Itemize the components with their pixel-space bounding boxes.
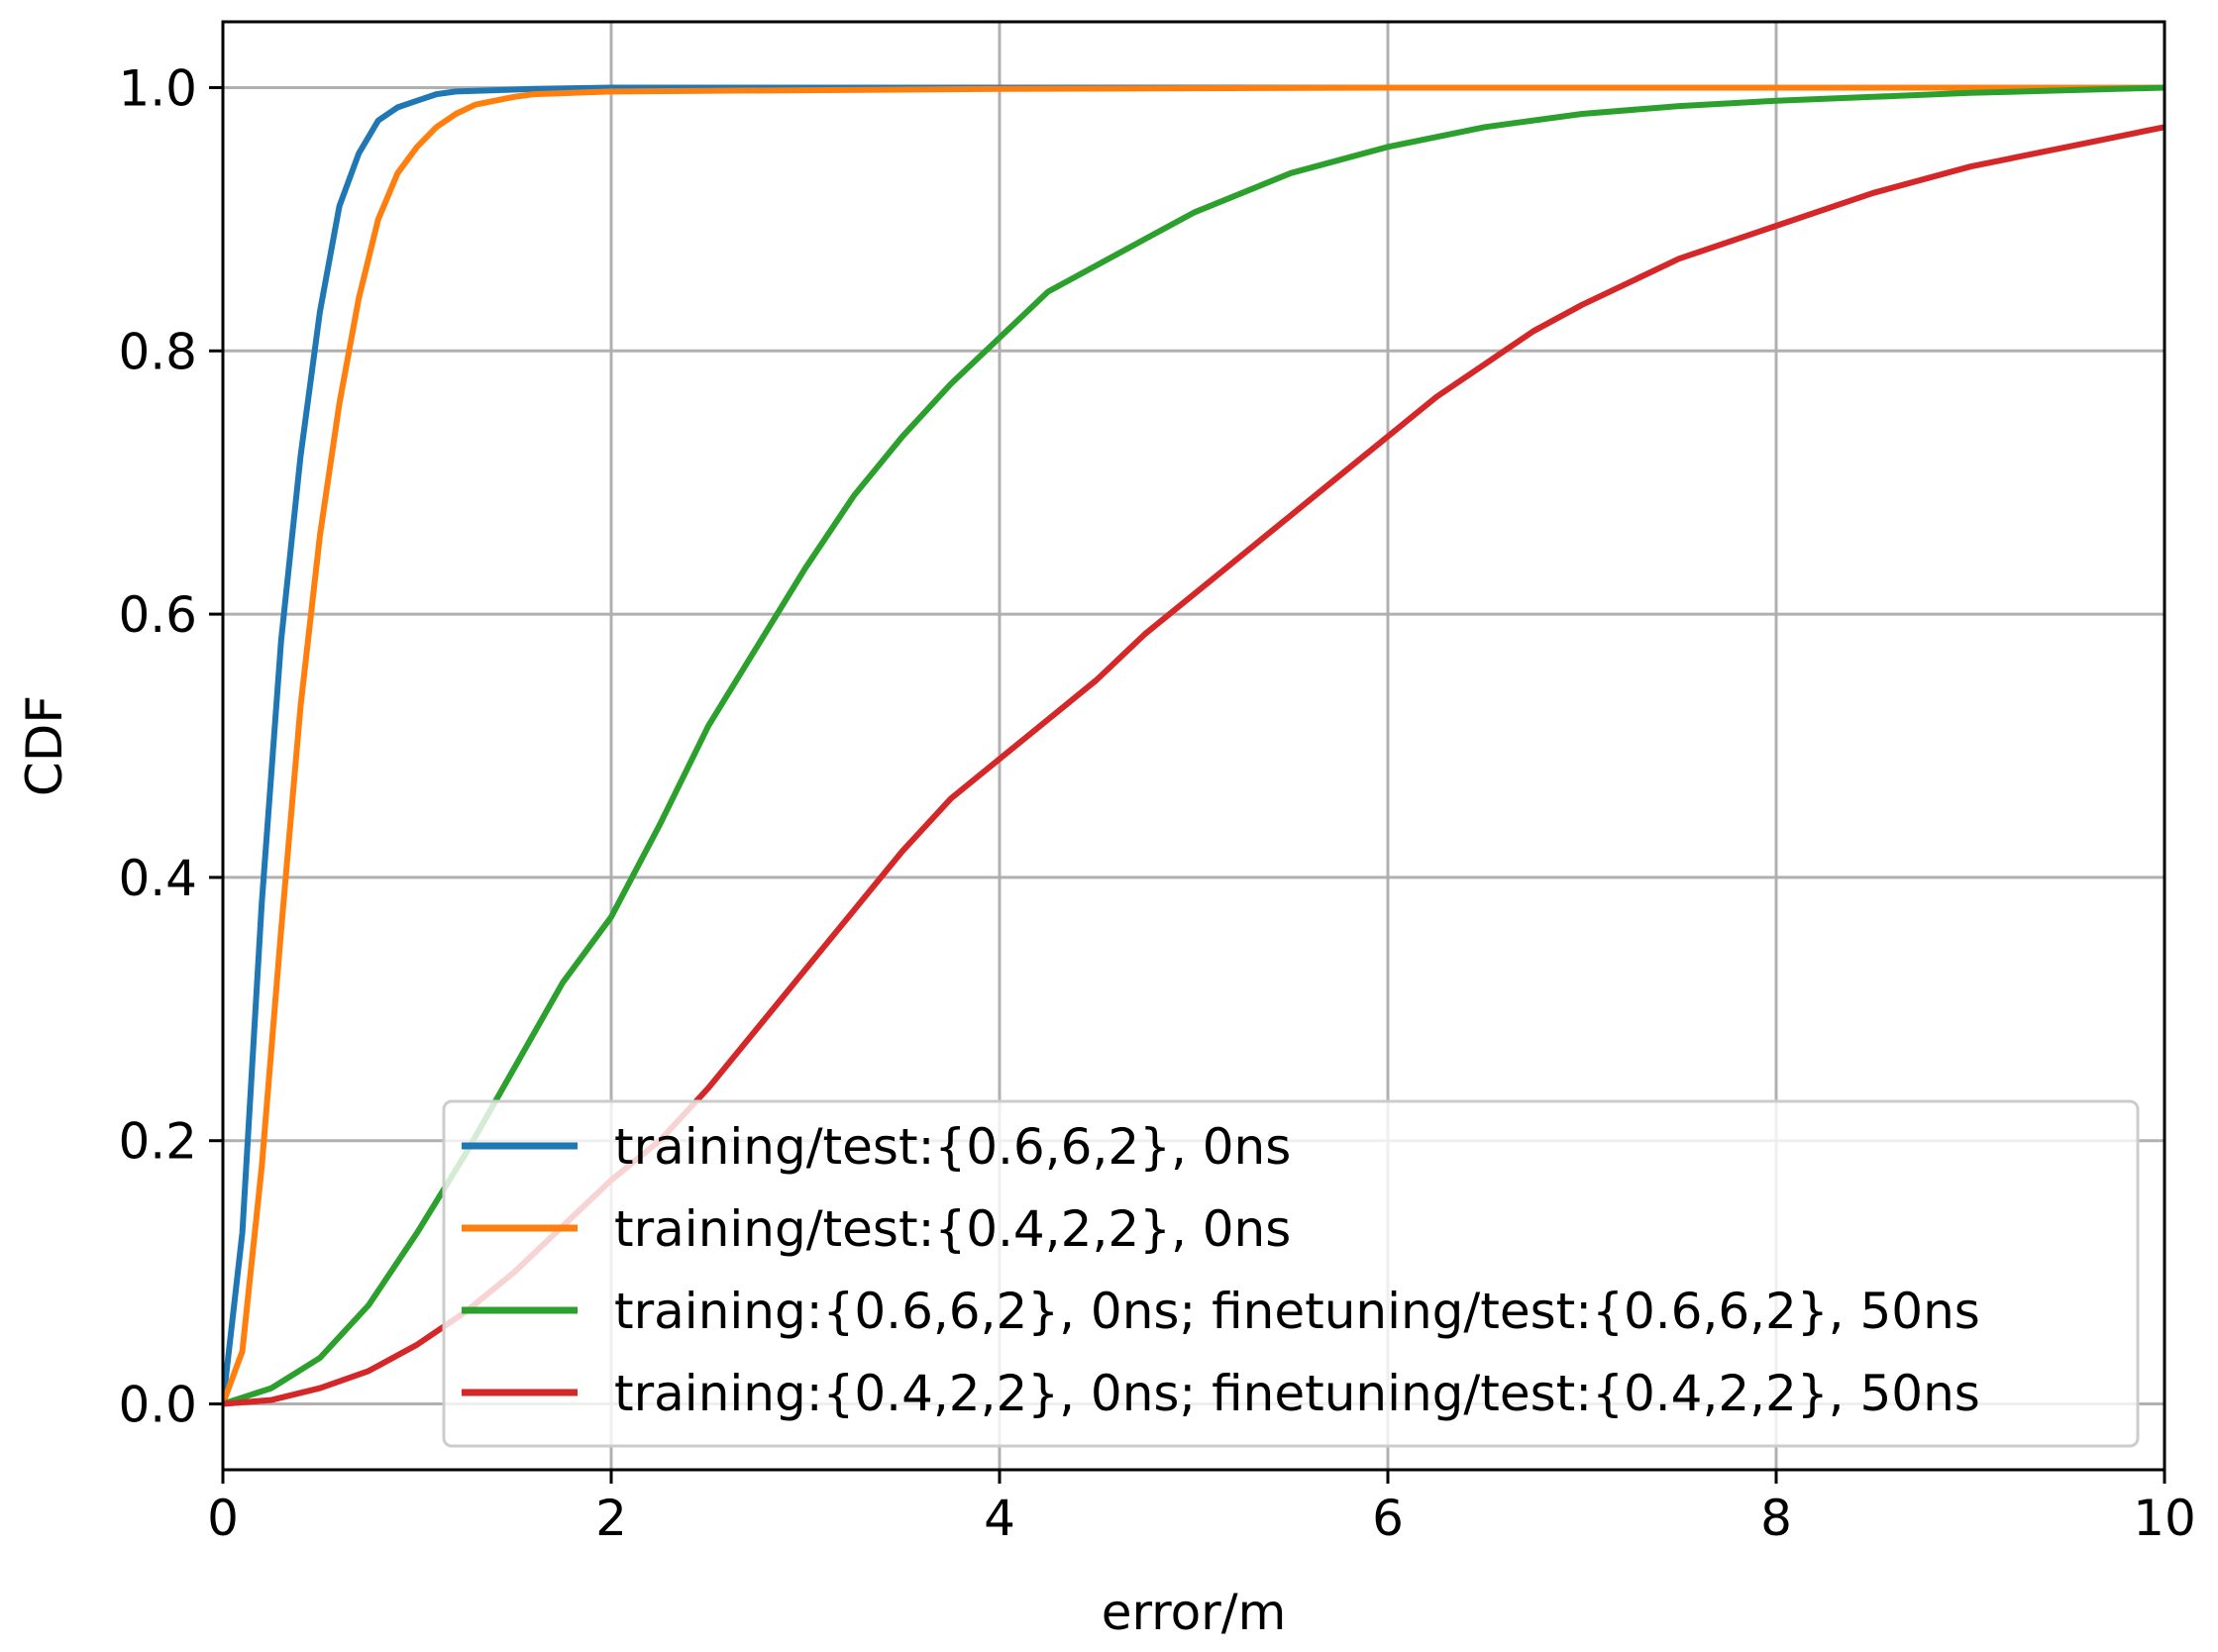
- axis-ticks: 0 2 4 6 8 10 0.0 0.2 0.4 0.6 0.8 1.0: [118, 59, 2195, 1547]
- legend-label-0: training/test:{0.6,6,2}, 0ns: [614, 1118, 1291, 1176]
- y-tick-label-4: 0.8: [118, 323, 197, 380]
- y-tick-label-2: 0.4: [118, 850, 197, 907]
- plot-frame: [221, 20, 2166, 1472]
- x-tick-label-2: 4: [984, 1490, 1015, 1547]
- y-tick-label-0: 0.0: [118, 1377, 197, 1434]
- x-tick-label-5: 10: [2133, 1490, 2196, 1547]
- x-axis-label: error/m: [1102, 1584, 1287, 1641]
- legend-label-3: training:{0.4,2,2}, 0ns; finetuning/test…: [614, 1365, 1980, 1422]
- legend-frame: [442, 1099, 2140, 1448]
- y-tick-label-3: 0.6: [118, 586, 197, 644]
- legend: training/test:{0.6,6,2}, 0ns training/tes…: [442, 1099, 2140, 1448]
- y-tick-label-5: 1.0: [118, 59, 197, 117]
- x-tick-label-4: 8: [1760, 1490, 1792, 1547]
- y-axis-label: CDF: [16, 695, 73, 796]
- x-tick-label-3: 6: [1372, 1490, 1404, 1547]
- legend-label-1: training/test:{0.4,2,2}, 0ns: [614, 1200, 1291, 1258]
- series-line-1: [223, 84, 2165, 1407]
- x-tick-label-1: 2: [595, 1490, 627, 1547]
- legend-label-2: training:{0.6,6,2}, 0ns; finetuning/test…: [614, 1283, 1980, 1340]
- x-tick-label-0: 0: [207, 1490, 239, 1547]
- y-tick-label-1: 0.2: [118, 1113, 197, 1171]
